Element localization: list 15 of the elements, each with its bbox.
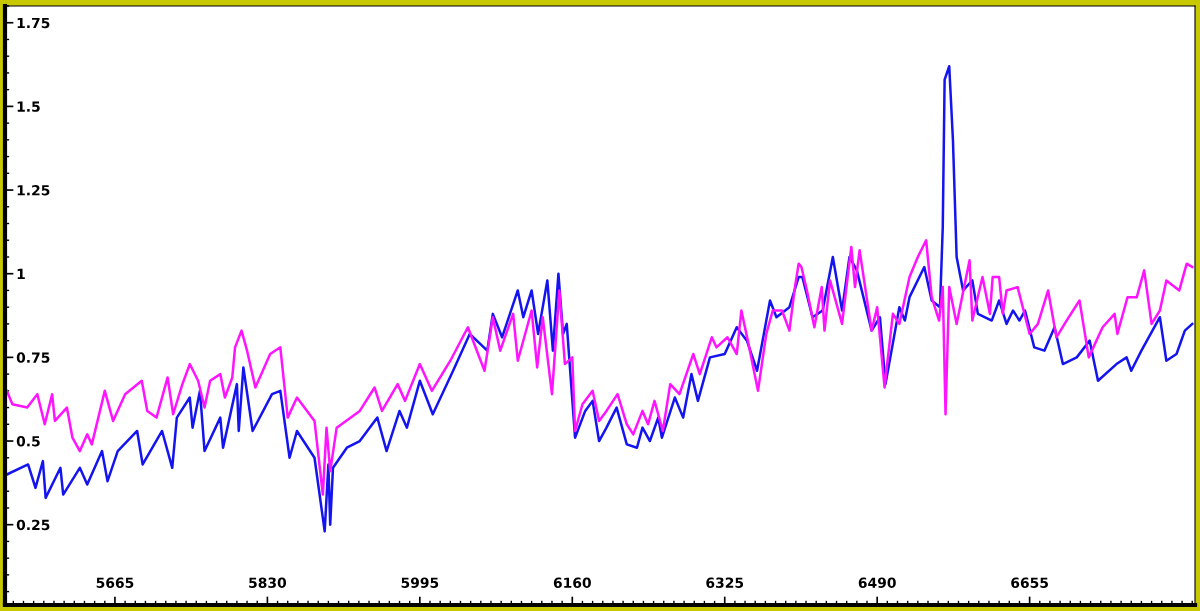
y-tick-label: 1.25 (17, 185, 50, 196)
x-tick-label: 6160 (553, 577, 591, 588)
x-tick-label: 6490 (858, 577, 896, 588)
y-tick-label: 0.75 (16, 352, 50, 363)
y-tick-label: 0.5 (16, 436, 40, 447)
y-tick-label: 1.5 (17, 101, 40, 112)
x-tick-label: 5830 (249, 577, 287, 588)
x-tick-label: 5665 (96, 577, 134, 588)
x-tick-label: 6655 (1011, 577, 1048, 588)
y-tick-label: 0.25 (16, 519, 50, 531)
y-tick-label: 1.75 (17, 17, 50, 29)
x-tick-label: 5995 (401, 577, 439, 588)
x-tick-label: 6325 (706, 577, 744, 588)
line-series (5, 239, 1194, 496)
y-tick-label: 1 (17, 268, 25, 279)
